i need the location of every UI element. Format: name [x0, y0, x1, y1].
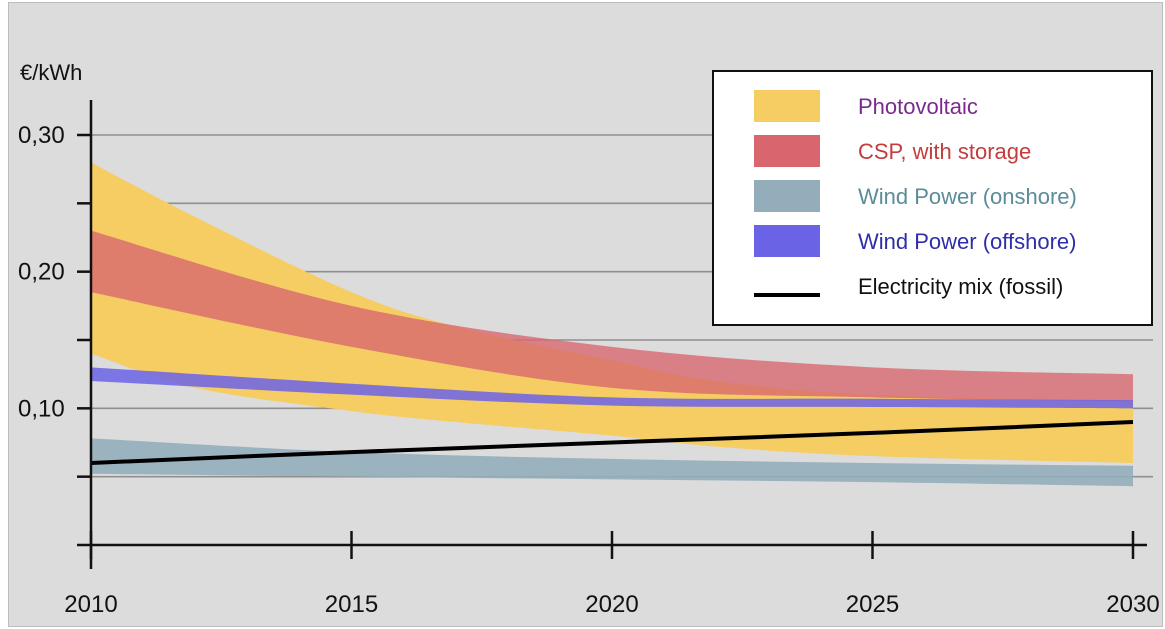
legend: Photovoltaic CSP, with storage Wind Power … [712, 70, 1153, 326]
line-electricity-mix-fossil [90, 420, 1134, 465]
x-tick-label: 2030 [1106, 591, 1159, 618]
legend-label-electricity-mix-fossil: Electricity mix (fossil) [858, 274, 1063, 299]
y-tick-label: 0,30 [18, 122, 65, 149]
band-csp-with-storage [91, 230, 1133, 402]
legend-label-wind-power-offshore: Wind Power (offshore) [858, 229, 1076, 254]
legend-swatch-wind-power-onshore [754, 180, 820, 212]
legend-label-photovoltaic: Photovoltaic [858, 94, 978, 119]
legend-swatch-csp-with-storage [754, 135, 820, 167]
x-tick-label: 2025 [846, 591, 899, 618]
y-axis-label: €/kWh [20, 60, 82, 85]
legend-label-wind-power-onshore: Wind Power (onshore) [858, 184, 1077, 209]
x-tick-label: 2020 [585, 591, 638, 618]
band-wind-power-offshore [91, 367, 1133, 409]
series-layer [90, 162, 1134, 487]
y-tick-label: 0,10 [18, 395, 65, 422]
legend-swatch-photovoltaic [754, 90, 820, 122]
x-tick-label: 2015 [325, 591, 378, 618]
band-wind-power-onshore [91, 438, 1133, 487]
axes: 0,10 0,20 0,30 2010 2015 2020 2025 2030 [18, 100, 1160, 618]
y-tick-label: 0,20 [18, 259, 65, 286]
x-tick-label: 2010 [64, 591, 117, 618]
legend-label-csp-with-storage: CSP, with storage [858, 139, 1031, 164]
legend-swatch-wind-power-offshore [754, 225, 820, 257]
